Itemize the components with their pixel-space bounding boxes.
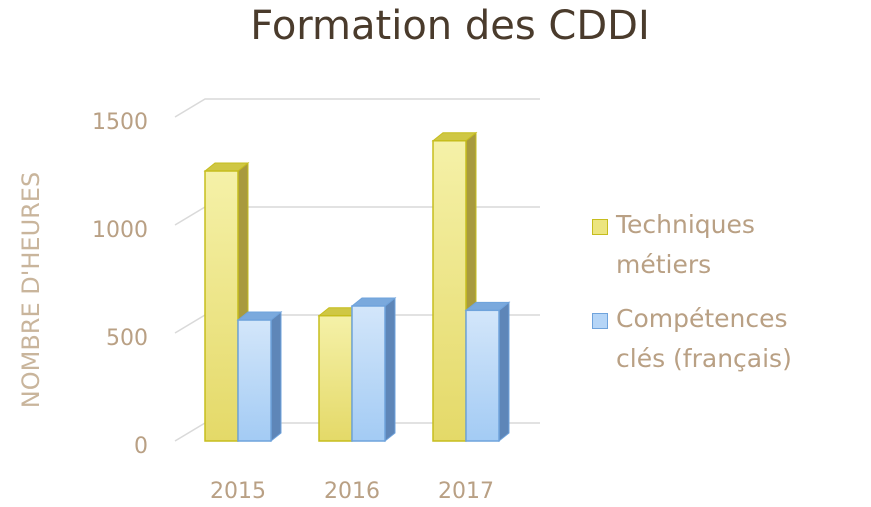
legend-label: Techniques métiers: [616, 210, 755, 279]
grid-line: [174, 98, 540, 118]
bar: [431, 131, 478, 443]
y-tick-label: 0: [134, 434, 148, 459]
legend-swatch: [592, 219, 608, 235]
bar-side: [498, 301, 510, 443]
bar-front: [351, 305, 386, 442]
bar-front: [465, 309, 500, 442]
bar-front: [318, 314, 353, 442]
legend-item: Compétences clés (français): [592, 299, 842, 379]
y-tick-label: 1500: [92, 110, 148, 135]
bar-side: [270, 310, 282, 443]
x-tick-label: 2016: [324, 479, 380, 504]
bar-front: [237, 319, 272, 442]
y-tick-label: 500: [106, 326, 148, 351]
bar: [236, 310, 283, 443]
legend-item: Techniques métiers: [592, 205, 842, 285]
bar: [350, 296, 397, 443]
x-tick-label: 2015: [210, 479, 266, 504]
chart-title: Formation des CDDI: [250, 3, 650, 49]
legend-label: Compétences clés (français): [616, 304, 792, 373]
y-axis-label: NOMBRE D'HEURES: [17, 172, 45, 408]
bar-front: [204, 170, 239, 442]
bar: [464, 301, 511, 443]
y-tick-label: 1000: [92, 218, 148, 243]
bar-side: [384, 296, 396, 443]
legend: Techniques métiers Compétences clés (fran…: [592, 205, 842, 393]
bar-front: [432, 140, 467, 442]
x-tick-label: 2017: [438, 479, 494, 504]
legend-swatch: [592, 313, 608, 329]
